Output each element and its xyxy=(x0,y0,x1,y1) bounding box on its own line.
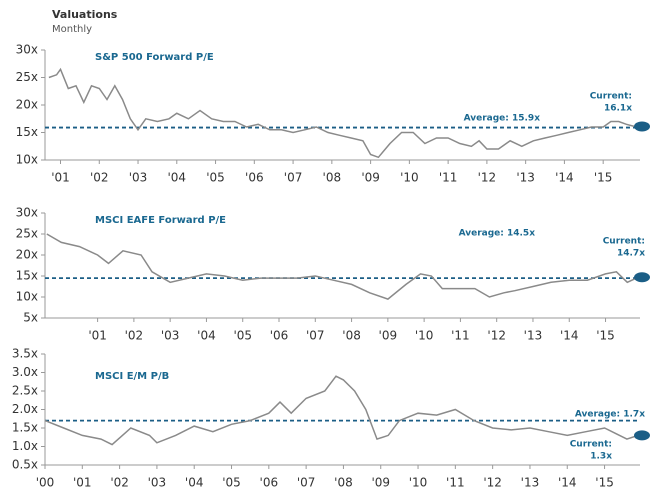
x-tick-label: '11 xyxy=(446,476,465,490)
x-tick-label: '06 xyxy=(270,329,289,343)
y-tick-label: 10x xyxy=(16,290,38,304)
x-tick-label: '05 xyxy=(233,329,252,343)
current-label: 1.3x xyxy=(590,452,612,462)
series-line xyxy=(48,67,635,159)
x-tick-label: '13 xyxy=(521,476,540,490)
x-tick-label: '05 xyxy=(222,476,241,490)
series-line xyxy=(46,233,639,300)
current-label: Current: xyxy=(570,440,612,450)
x-tick-label: '01 xyxy=(51,171,70,185)
x-tick-label: '14 xyxy=(555,171,574,185)
y-tick-label: 10x xyxy=(16,153,38,167)
x-tick-label: '07 xyxy=(306,329,325,343)
y-tick-label: 15x xyxy=(16,269,38,283)
x-tick-label: '13 xyxy=(524,329,543,343)
y-tick-label: 15x xyxy=(16,125,38,139)
x-tick-label: '11 xyxy=(439,171,458,185)
average-label: Average: 1.7x xyxy=(575,410,645,420)
chart-title: MSCI EAFE Forward P/E xyxy=(95,215,226,226)
x-tick-label: '08 xyxy=(342,329,361,343)
x-tick-label: '03 xyxy=(129,171,148,185)
x-tick-label: '06 xyxy=(260,476,279,490)
x-tick-label: '09 xyxy=(361,171,380,185)
y-tick-label: 2.0x xyxy=(12,402,38,416)
x-tick-label: '01 xyxy=(88,329,107,343)
y-tick-label: 20x xyxy=(16,248,38,262)
y-tick-label: 25x xyxy=(16,227,38,241)
y-tick-label: 3.5x xyxy=(12,347,38,361)
x-tick-label: '15 xyxy=(595,476,614,490)
x-tick-label: '11 xyxy=(451,329,470,343)
x-tick-label: '15 xyxy=(594,171,613,185)
x-tick-label: '13 xyxy=(516,171,535,185)
chart-title: MSCI E/M P/B xyxy=(95,371,169,382)
y-tick-label: 25x xyxy=(16,70,38,84)
x-tick-label: '09 xyxy=(371,476,390,490)
x-tick-label: '14 xyxy=(558,476,577,490)
chart-title: S&P 500 Forward P/E xyxy=(95,52,214,63)
current-label: 16.1x xyxy=(604,104,632,114)
x-tick-label: '07 xyxy=(297,476,316,490)
x-tick-label: '04 xyxy=(168,171,187,185)
series-line xyxy=(44,375,639,446)
x-tick-label: '10 xyxy=(400,171,419,185)
y-tick-label: 1.5x xyxy=(12,421,38,435)
x-tick-label: '02 xyxy=(110,476,129,490)
x-tick-label: '10 xyxy=(415,329,434,343)
x-tick-label: '04 xyxy=(185,476,204,490)
x-tick-label: '14 xyxy=(560,329,579,343)
x-tick-label: '09 xyxy=(379,329,398,343)
y-tick-label: 2.5x xyxy=(12,384,38,398)
x-tick-label: '15 xyxy=(596,329,615,343)
x-tick-label: '02 xyxy=(90,171,109,185)
x-tick-label: '04 xyxy=(197,329,216,343)
current-label: Current: xyxy=(590,92,632,102)
x-tick-label: '10 xyxy=(409,476,428,490)
x-tick-label: '12 xyxy=(478,171,497,185)
current-marker xyxy=(634,121,650,132)
page-subtitle: Monthly xyxy=(52,24,92,35)
x-tick-label: '08 xyxy=(334,476,353,490)
x-tick-label: '00 xyxy=(36,476,55,490)
page-title: Valuations xyxy=(52,8,118,21)
y-tick-label: 0.5x xyxy=(12,458,38,472)
y-tick-label: 1.0x xyxy=(12,439,38,453)
y-tick-label: 30x xyxy=(16,206,38,220)
average-label: Average: 15.9x xyxy=(464,114,541,124)
x-tick-label: '06 xyxy=(245,171,264,185)
y-tick-label: 3.0x xyxy=(12,365,38,379)
current-marker xyxy=(634,272,650,283)
current-label: Current: xyxy=(603,237,645,247)
x-tick-label: '12 xyxy=(483,476,502,490)
x-tick-label: '05 xyxy=(206,171,225,185)
x-tick-label: '03 xyxy=(148,476,167,490)
average-label: Average: 14.5x xyxy=(459,229,536,239)
x-tick-label: '08 xyxy=(323,171,342,185)
x-tick-label: '12 xyxy=(487,329,506,343)
current-label: 14.7x xyxy=(617,249,645,259)
x-tick-label: '03 xyxy=(161,329,180,343)
x-tick-label: '02 xyxy=(125,329,144,343)
y-tick-label: 30x xyxy=(16,43,38,57)
x-tick-label: '01 xyxy=(73,476,92,490)
y-tick-label: 5x xyxy=(23,311,38,325)
y-tick-label: 20x xyxy=(16,98,38,112)
x-tick-label: '07 xyxy=(284,171,303,185)
current-marker xyxy=(634,430,650,441)
